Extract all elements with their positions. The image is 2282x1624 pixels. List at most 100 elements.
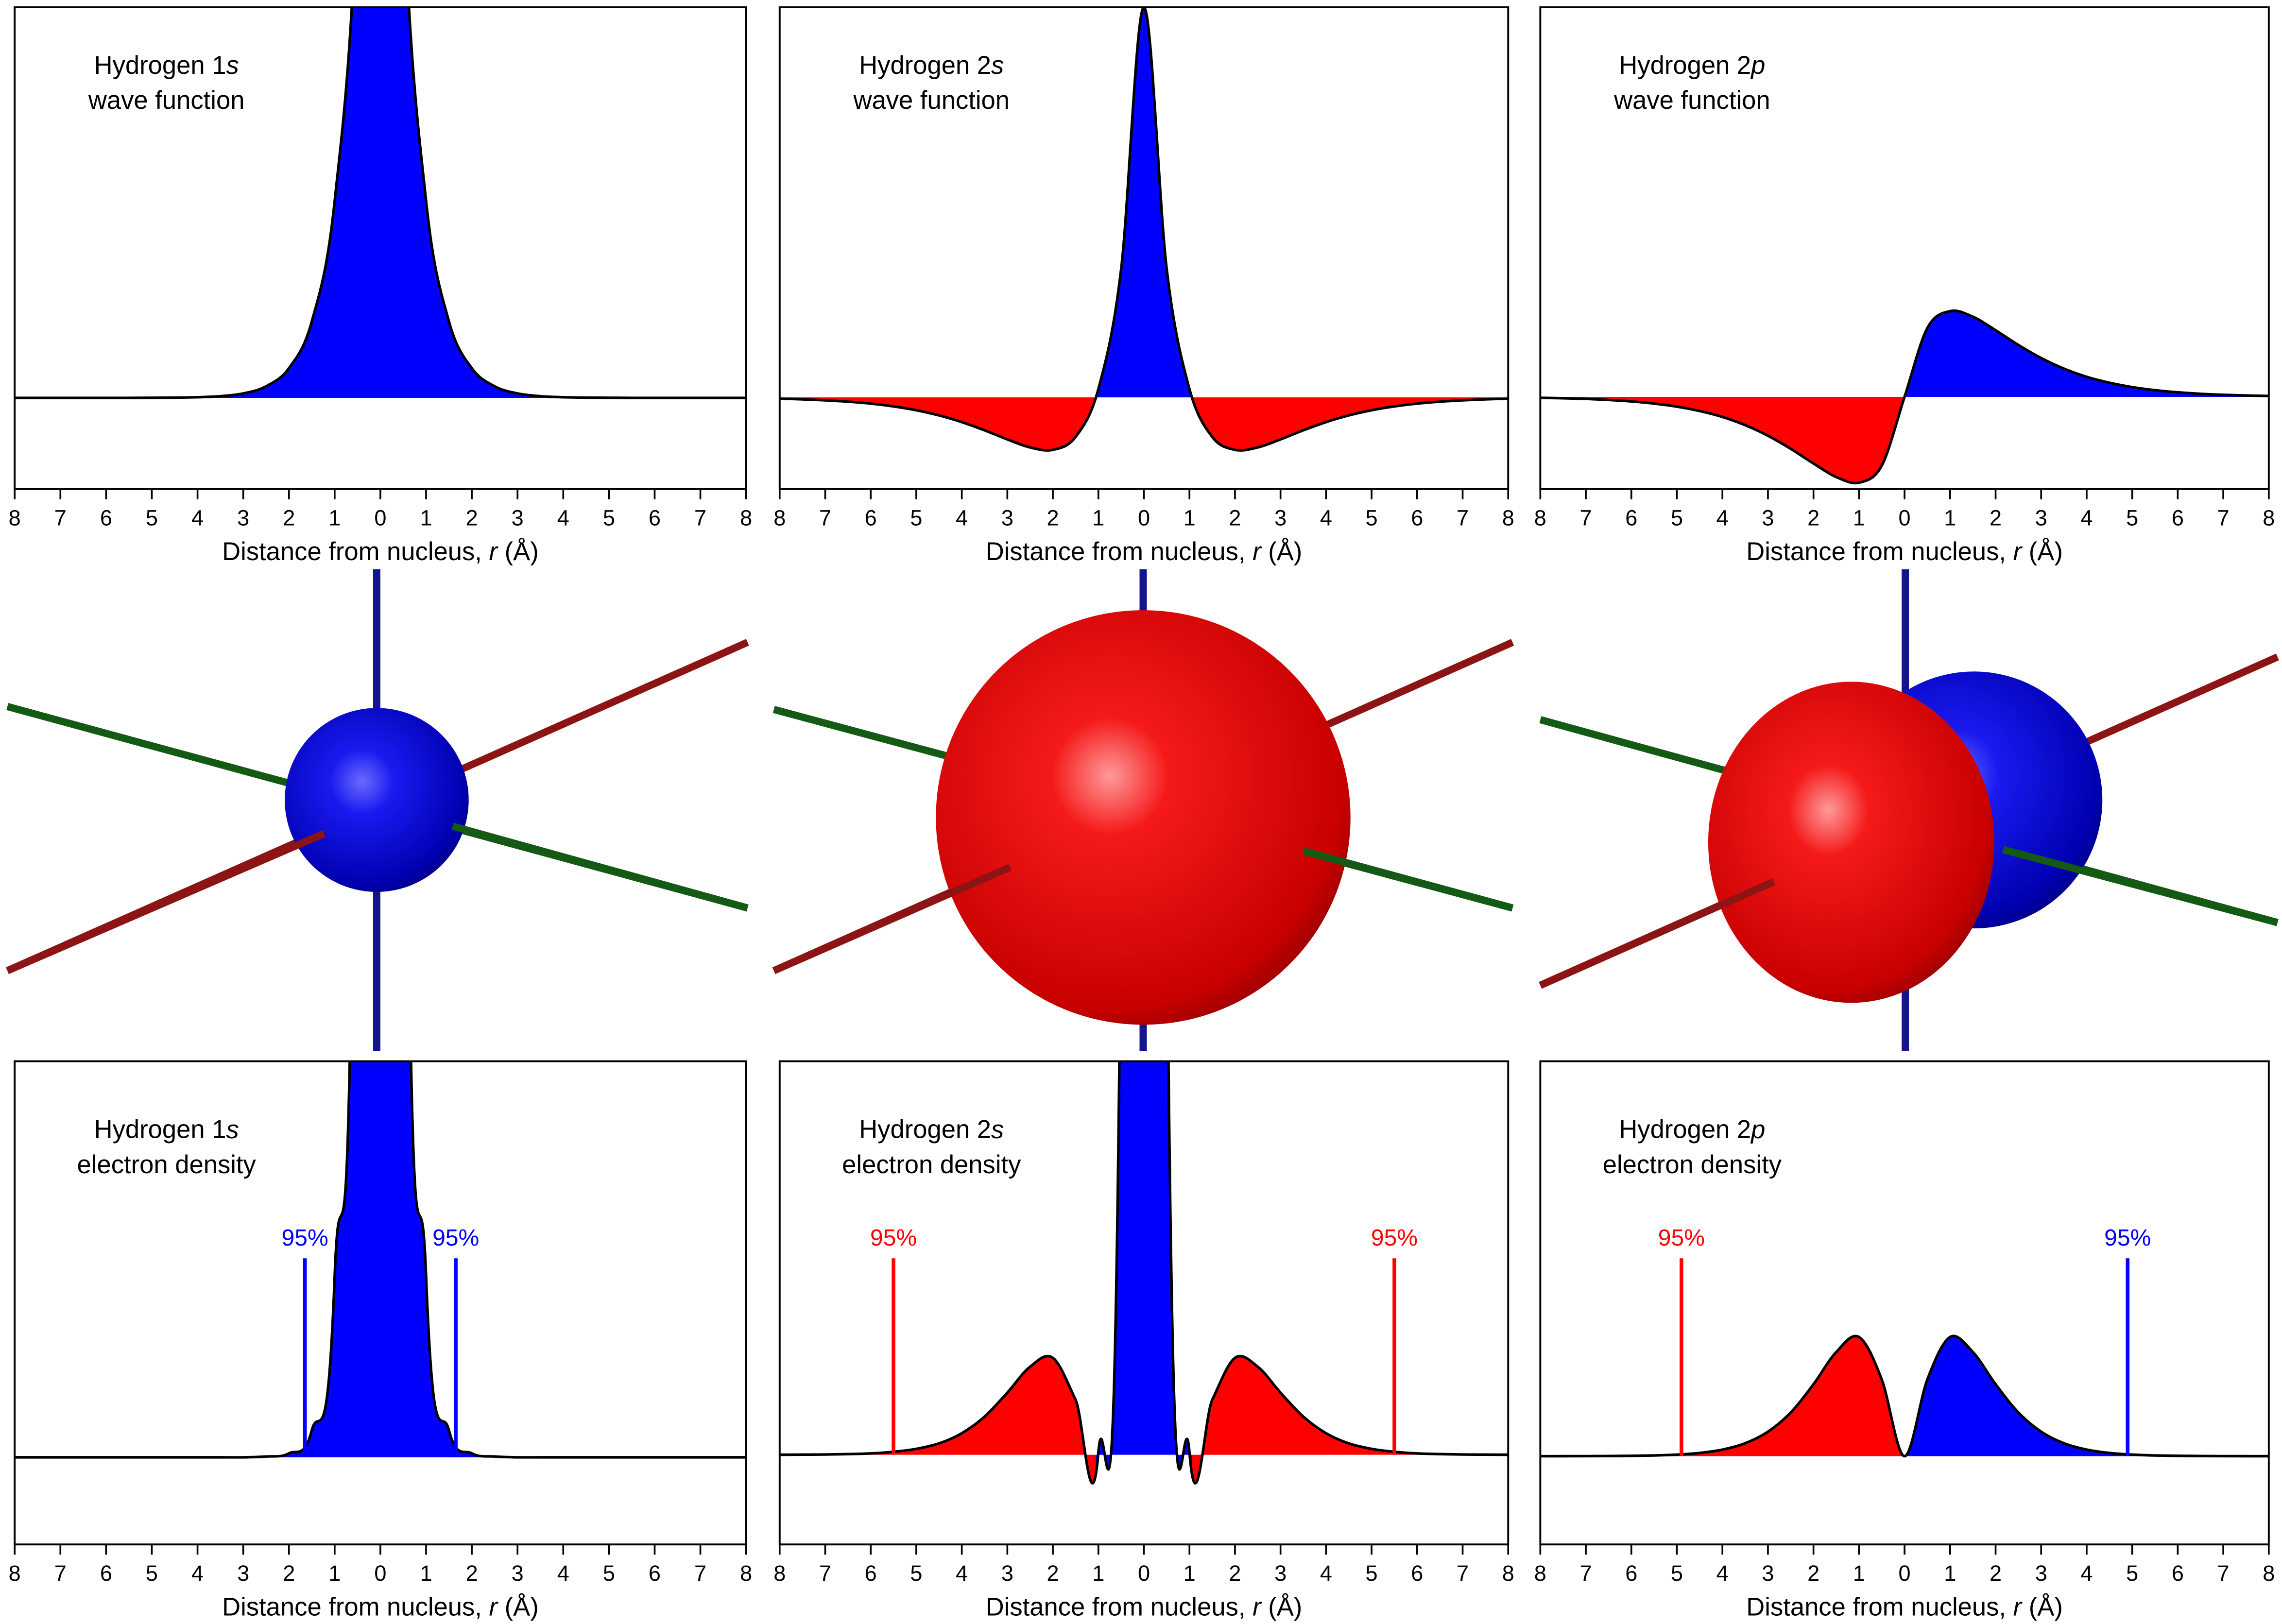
x-tick-label: 5 [1366, 1561, 1378, 1586]
x-tick-label: 3 [1762, 506, 1774, 530]
x-tick-label: 5 [910, 506, 922, 530]
x-tick-label: 0 [1138, 1561, 1150, 1586]
orbital-render-2p [1539, 569, 2279, 1051]
x-tick-label: 4 [191, 506, 204, 530]
x-tick-label: 1 [1184, 1561, 1196, 1586]
fill-region [1540, 1336, 1905, 1456]
x-tick-label: 4 [557, 1561, 569, 1586]
fill-region [1096, 1061, 1192, 1475]
x-tick-label: 7 [54, 1561, 67, 1586]
panel-title: Hydrogen 2s [859, 1115, 1004, 1144]
x-tick-label: 2 [1229, 1561, 1241, 1586]
panel-title: wave function [1613, 86, 1770, 115]
x-tick-label: 2 [466, 1561, 478, 1586]
panel-title: wave function [88, 86, 245, 115]
x-tick-label: 7 [1580, 506, 1592, 530]
x-axis-label: Distance from nucleus, r (Å) [986, 537, 1303, 566]
x-tick-label: 0 [1138, 506, 1150, 530]
x-tick-label: 4 [2080, 506, 2093, 530]
x-tick-label: 1 [420, 1561, 432, 1586]
x-tick-label: 1 [1184, 506, 1196, 530]
x-tick-label: 2 [1807, 1561, 1819, 1586]
x-tick-label: 6 [649, 506, 661, 530]
plot-area [779, 1061, 1509, 1485]
x-tick-label: 6 [2172, 506, 2184, 530]
curve [1540, 309, 2269, 485]
x-tick-label: 6 [100, 1561, 112, 1586]
x-tick-label: 3 [512, 1561, 524, 1586]
x-tick-label: 2 [1807, 506, 1819, 530]
curve [15, 7, 746, 399]
percentile-label: 95% [282, 1225, 328, 1251]
x-tick-label: 7 [694, 1561, 706, 1586]
x-tick-label: 1 [1092, 1561, 1104, 1586]
panel-title: Hydrogen 1s [94, 51, 239, 80]
x-tick-label: 2 [466, 506, 478, 530]
x-tick-label: 3 [1001, 506, 1013, 530]
x-tick-label: 7 [819, 506, 831, 530]
x-tick-label: 4 [1320, 1561, 1332, 1586]
x-tick-label: 2 [1047, 1561, 1059, 1586]
x-tick-label: 5 [603, 1561, 615, 1586]
x-tick-label: 5 [2126, 1561, 2138, 1586]
x-tick-label: 3 [2035, 506, 2047, 530]
x-tick-label: 6 [1625, 1561, 1637, 1586]
x-tick-label: 5 [603, 506, 615, 530]
x-tick-label: 1 [1853, 506, 1865, 530]
x-tick-label: 4 [2080, 1561, 2093, 1586]
x-tick-label: 4 [1716, 1561, 1729, 1586]
x-tick-label: 1 [328, 506, 341, 530]
x-tick-label: 7 [819, 1561, 831, 1586]
x-tick-label: 1 [420, 506, 432, 530]
x-tick-label: 7 [1457, 1561, 1469, 1586]
x-tick-label: 1 [328, 1561, 341, 1586]
x-tick-label: 8 [1502, 1561, 1514, 1586]
fill-region [15, 7, 746, 398]
x-tick-label: 6 [100, 506, 112, 530]
x-tick-label: 8 [2263, 506, 2275, 530]
x-tick-label: 6 [1411, 506, 1423, 530]
x-tick-label: 4 [191, 1561, 204, 1586]
x-axis-label: Distance from nucleus, r (Å) [1746, 1592, 2063, 1621]
x-tick-label: 8 [9, 1561, 21, 1586]
x-tick-label: 8 [1534, 506, 1546, 530]
x-tick-label: 1 [1853, 1561, 1865, 1586]
plot-area [1540, 1334, 2269, 1458]
x-tick-label: 5 [1366, 506, 1378, 530]
fill-region [779, 1356, 1096, 1484]
x-tick-label: 4 [1320, 506, 1332, 530]
fill-region [779, 397, 1096, 451]
x-tick-label: 5 [1671, 506, 1683, 530]
x-axis-label: Distance from nucleus, r (Å) [1746, 537, 2063, 566]
x-tick-label: 7 [1580, 1561, 1592, 1586]
x-tick-label: 4 [1716, 506, 1729, 530]
x-tick-label: 7 [1457, 506, 1469, 530]
x-tick-label: 2 [1229, 506, 1241, 530]
x-tick-label: 1 [1944, 1561, 1956, 1586]
x-tick-label: 1 [1944, 506, 1956, 530]
fill-region [1905, 1336, 2269, 1456]
x-tick-label: 8 [1502, 506, 1514, 530]
fill-region [1192, 397, 1509, 451]
panel-title: electron density [1603, 1150, 1782, 1179]
x-tick-label: 6 [649, 1561, 661, 1586]
x-tick-label: 8 [740, 506, 752, 530]
x-tick-label: 8 [1534, 1561, 1546, 1586]
x-tick-label: 0 [374, 1561, 386, 1586]
x-tick-label: 6 [865, 1561, 877, 1586]
x-tick-label: 7 [54, 506, 67, 530]
percentile-label: 95% [432, 1225, 479, 1251]
x-tick-label: 6 [865, 506, 877, 530]
plot-area [15, 7, 746, 399]
x-tick-label: 2 [283, 1561, 295, 1586]
panel-title: Hydrogen 2s [859, 51, 1004, 80]
x-axis-label: Distance from nucleus, r (Å) [222, 537, 539, 566]
x-tick-label: 5 [2126, 506, 2138, 530]
plot-area [15, 1061, 746, 1459]
panel-title: electron density [77, 1150, 257, 1179]
percentile-label: 95% [2104, 1225, 2151, 1251]
x-tick-label: 8 [2263, 1561, 2275, 1586]
x-tick-label: 2 [1990, 1561, 2002, 1586]
fill-region [1905, 310, 2269, 397]
